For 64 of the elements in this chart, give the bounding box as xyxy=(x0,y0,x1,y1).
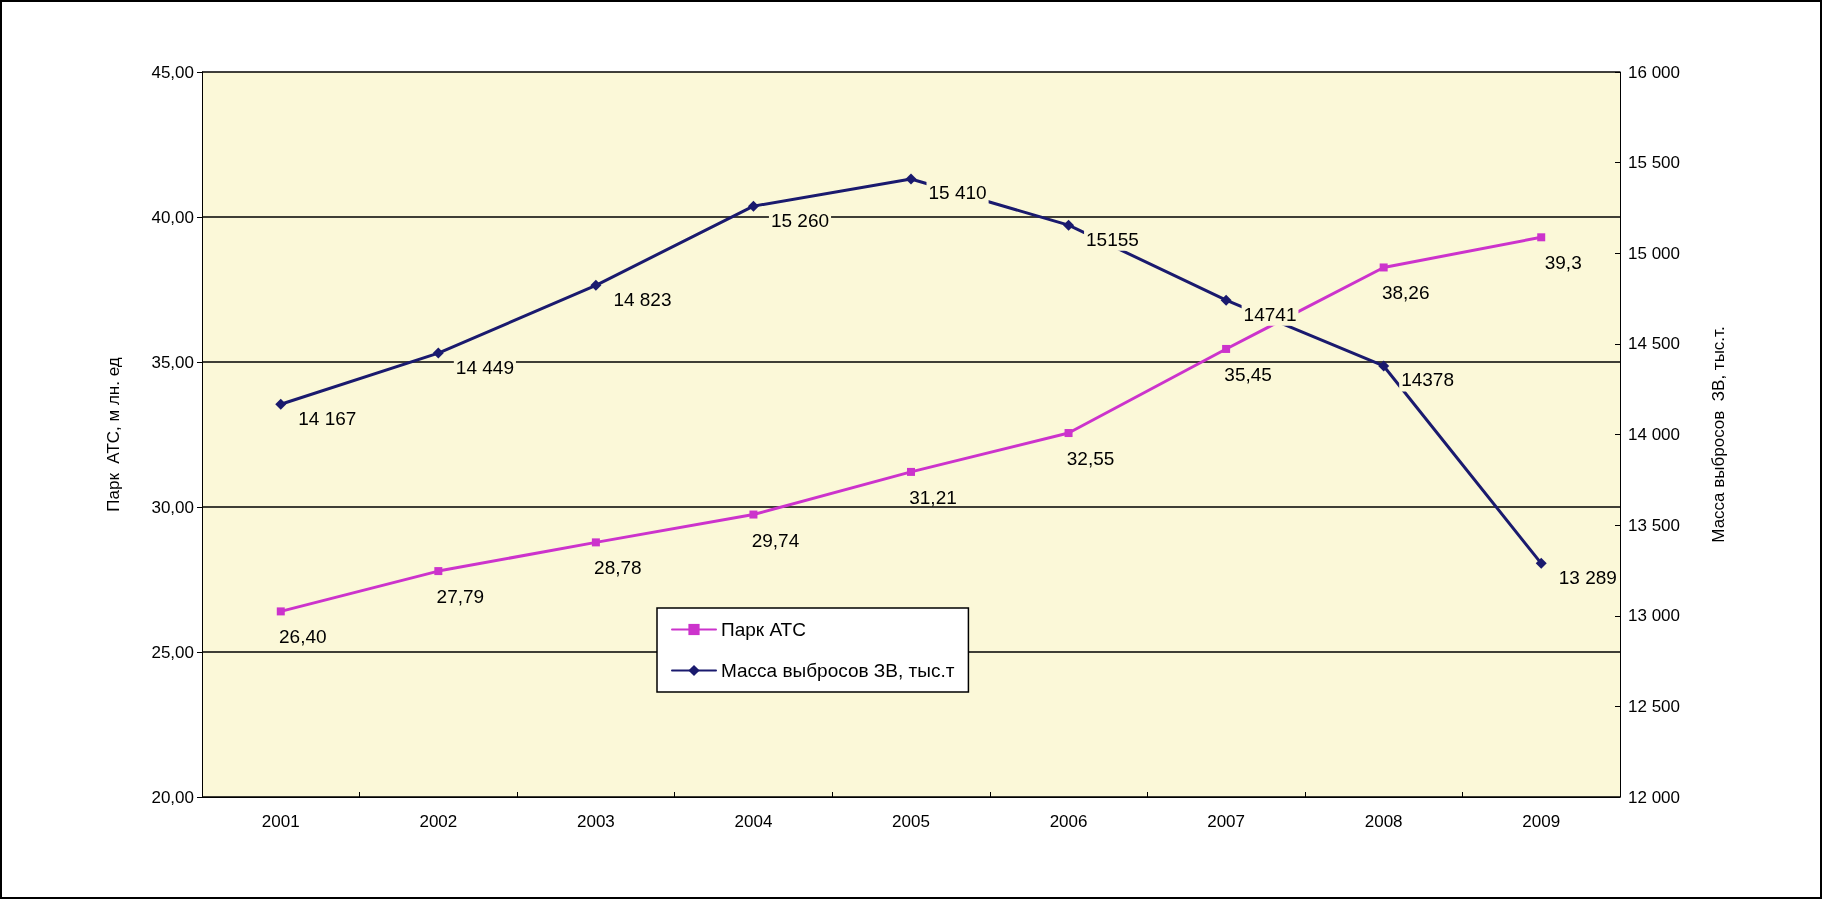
data-label: 15155 xyxy=(1086,228,1139,250)
data-label: 39,3 xyxy=(1544,252,1582,274)
data-label: 14378 xyxy=(1401,369,1455,391)
data-label: 13 289 xyxy=(1558,566,1617,588)
point xyxy=(1535,557,1547,569)
y-axis-title: Парк АТС, м лн. ед xyxy=(104,357,123,512)
legend-label: Парк АТС xyxy=(721,619,806,640)
y-tick-label: 45,00 xyxy=(151,62,194,82)
data-label: 28,78 xyxy=(594,557,642,579)
data-label: 14741 xyxy=(1243,303,1297,325)
point xyxy=(905,173,917,185)
point xyxy=(275,398,287,410)
y2-tick-label: 16 000 xyxy=(1628,62,1680,82)
data-label: 14 167 xyxy=(298,407,357,429)
y2-tick-label: 14 500 xyxy=(1628,334,1680,354)
y-tick-label: 40,00 xyxy=(151,207,194,227)
point xyxy=(432,347,444,359)
x-tick-label: 2008 xyxy=(1364,812,1403,831)
point xyxy=(747,200,759,212)
y2-tick-label: 14 000 xyxy=(1628,425,1680,444)
y-tick-label: 20,00 xyxy=(151,787,194,807)
x-tick-label: 2006 xyxy=(1049,812,1088,831)
point xyxy=(1379,263,1388,272)
y-tick-label: 30,00 xyxy=(151,497,194,517)
point xyxy=(749,510,758,519)
data-label: 14 823 xyxy=(613,288,672,310)
y2-tick-label: 15 500 xyxy=(1628,153,1680,173)
point xyxy=(907,467,915,476)
data-label: 15 410 xyxy=(928,182,987,204)
point xyxy=(591,538,600,547)
x-tick-label: 2002 xyxy=(419,812,458,831)
x-tick-label: 2001 xyxy=(261,812,300,831)
y2-tick-label: 15 000 xyxy=(1628,243,1680,263)
point xyxy=(1537,233,1546,242)
data-label: 32,55 xyxy=(1066,448,1115,470)
data-label: 29,74 xyxy=(751,529,800,551)
point xyxy=(1220,294,1232,306)
data-label: 35,45 xyxy=(1224,363,1272,385)
x-tick-label: 2003 xyxy=(576,812,615,831)
data-label: 15 260 xyxy=(770,209,830,231)
point xyxy=(1378,360,1390,372)
y2-tick-label: 13 000 xyxy=(1628,606,1680,626)
x-tick-label: 2009 xyxy=(1522,812,1561,831)
y-tick-label: 25,00 xyxy=(151,642,194,662)
y2-tick-label: 13 500 xyxy=(1628,515,1680,535)
point xyxy=(1064,429,1073,438)
data-label: 26,40 xyxy=(279,626,327,648)
y2-tick-label: 12 500 xyxy=(1628,696,1680,716)
point xyxy=(590,279,602,291)
legend-label: Масса выбросов ЗВ, тыс.т xyxy=(721,660,955,681)
data-label: 31,21 xyxy=(909,486,957,508)
point xyxy=(1063,219,1075,231)
point xyxy=(276,607,285,616)
x-tick-label: 2005 xyxy=(892,812,930,831)
y2-axis-title: Масса выбросов ЗВ, тыс.т. xyxy=(1709,326,1728,543)
point xyxy=(434,567,443,576)
data-label: 38,26 xyxy=(1381,282,1430,304)
data-label: 14 449 xyxy=(455,356,514,378)
data-label: 27,79 xyxy=(436,586,485,608)
y2-tick-label: 12 000 xyxy=(1628,787,1680,807)
x-tick-label: 2007 xyxy=(1207,812,1246,831)
y-tick-label: 35,00 xyxy=(151,352,194,372)
x-tick-label: 2004 xyxy=(734,812,773,831)
point xyxy=(1222,344,1231,353)
